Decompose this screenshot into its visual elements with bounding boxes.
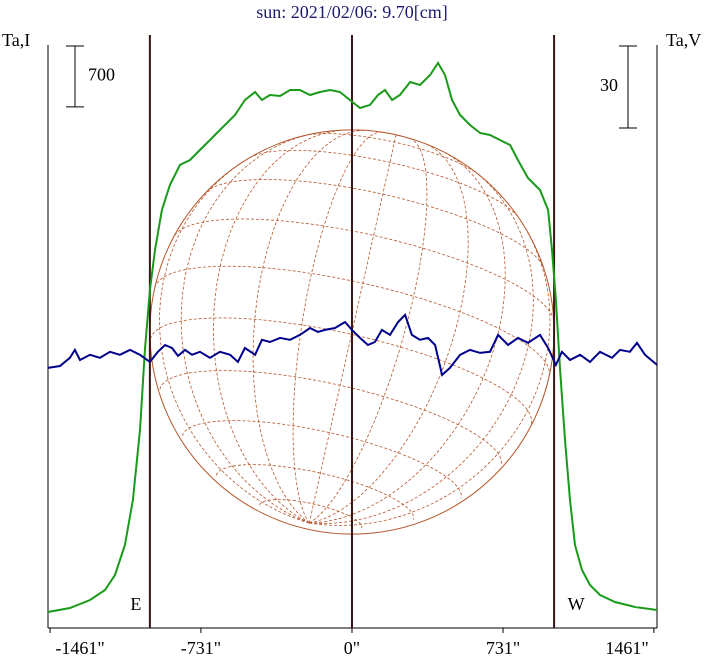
disc-grid bbox=[303, 133, 480, 176]
disc-grid bbox=[308, 134, 397, 524]
series-line bbox=[47, 60, 658, 613]
disc-grid bbox=[159, 370, 503, 466]
x-tick-label: -1461" bbox=[55, 638, 104, 658]
limb-label: W bbox=[568, 594, 585, 614]
limb-label: E bbox=[130, 594, 141, 614]
disc-grid bbox=[180, 134, 310, 524]
sun-disc bbox=[149, 129, 555, 535]
chart-title: sun: 2021/02/06: 9.70[cm] bbox=[256, 2, 448, 22]
disc-grid bbox=[309, 143, 469, 524]
scale-bar-label: 30 bbox=[600, 75, 618, 95]
disc-grid bbox=[308, 137, 428, 524]
disc-grid bbox=[309, 152, 506, 524]
disc-grid bbox=[309, 217, 551, 526]
disc-grid bbox=[154, 265, 550, 377]
disc-grid bbox=[382, 131, 410, 139]
x-tick-label: 1461" bbox=[605, 638, 648, 658]
disc-grid bbox=[174, 218, 554, 321]
disc-grid bbox=[150, 317, 533, 425]
series-line bbox=[47, 313, 658, 377]
disc-grid bbox=[292, 131, 383, 524]
disc-grid bbox=[181, 420, 462, 499]
x-tick-label: 731" bbox=[486, 638, 520, 658]
x-tick-label: 0" bbox=[344, 638, 360, 658]
y2-axis-label: Ta,V bbox=[666, 30, 701, 50]
scale-bar-label: 700 bbox=[88, 65, 115, 85]
disc-grid bbox=[213, 129, 345, 524]
disc-grid bbox=[216, 464, 415, 520]
disc-grid bbox=[205, 179, 544, 268]
y-axis-label: Ta,I bbox=[2, 30, 30, 50]
disc-grid bbox=[249, 150, 520, 219]
disc-grid bbox=[259, 499, 363, 528]
disc-grid bbox=[309, 173, 534, 525]
disc-grid bbox=[159, 157, 310, 524]
x-tick-label: -731" bbox=[181, 638, 221, 658]
